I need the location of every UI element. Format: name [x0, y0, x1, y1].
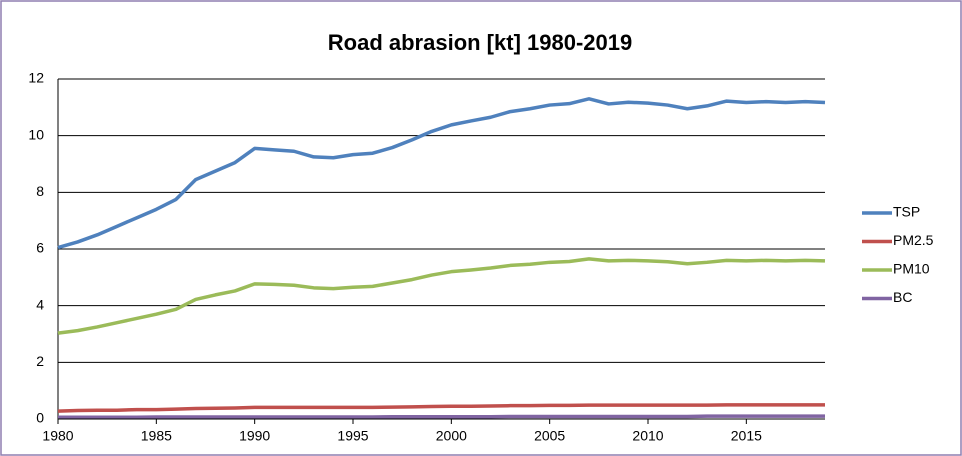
y-tick-label: 2 — [36, 353, 44, 369]
x-tick-label: 2010 — [632, 428, 663, 444]
x-tick-label: 1980 — [42, 428, 73, 444]
x-tick-label: 1985 — [141, 428, 172, 444]
y-tick-label: 6 — [36, 240, 44, 256]
y-tick-label: 12 — [28, 70, 44, 86]
legend-label: BC — [893, 289, 912, 305]
y-tick-label: 8 — [36, 183, 44, 199]
y-tick-label: 0 — [36, 410, 44, 426]
x-tick-label: 1995 — [337, 428, 368, 444]
series-line — [57, 97, 826, 250]
x-tick-label: 2005 — [534, 428, 565, 444]
x-tick-label: 2000 — [436, 428, 467, 444]
chart-title: Road abrasion [kt] 1980-2019 — [328, 30, 632, 55]
series-line — [57, 403, 825, 413]
legend-label: PM10 — [893, 261, 930, 277]
legend-label: TSP — [893, 204, 920, 220]
series-line — [58, 414, 825, 420]
legend-label: PM2.5 — [893, 232, 934, 248]
y-tick-label: 10 — [28, 126, 44, 142]
y-tick-label: 4 — [36, 296, 44, 312]
series-line — [57, 257, 826, 335]
x-tick-label: 2015 — [731, 428, 762, 444]
x-tick-label: 1990 — [239, 428, 270, 444]
